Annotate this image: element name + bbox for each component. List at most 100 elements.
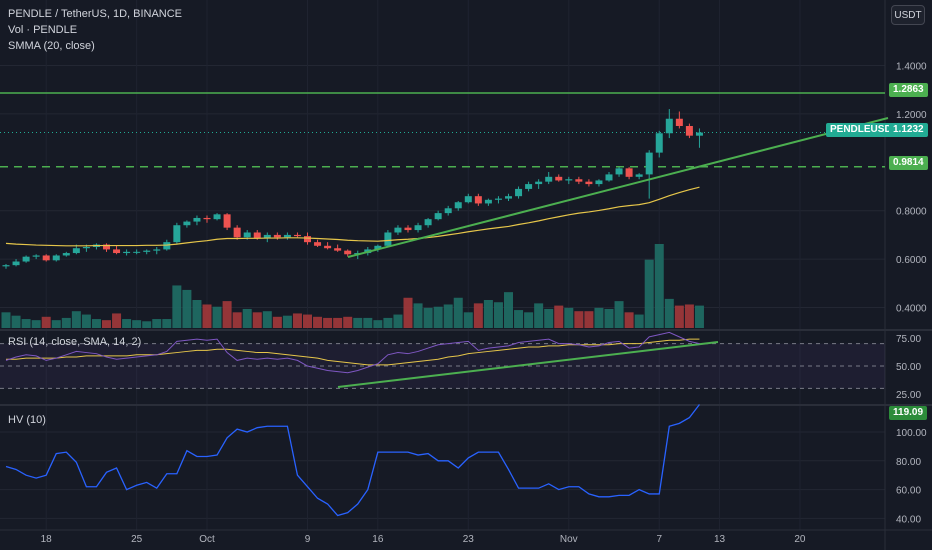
volume-bar <box>152 319 162 328</box>
volume-bar <box>674 305 684 328</box>
volume-bar <box>272 316 282 328</box>
candle-body <box>655 133 663 153</box>
candle-body <box>233 227 241 238</box>
candle-body <box>133 251 141 253</box>
hv-tick-label: 80.00 <box>896 457 921 468</box>
price-tick-label: 0.8000 <box>896 207 927 218</box>
time-tick-label: 18 <box>41 534 53 545</box>
candle-body <box>675 118 683 126</box>
volume-bar <box>142 321 152 328</box>
candle-body <box>12 261 20 266</box>
volume-bar <box>192 300 202 328</box>
hv-legend[interactable]: HV (10) <box>8 414 46 426</box>
current-price-badge: 1.1232 <box>889 123 928 137</box>
price-trendline <box>347 117 889 258</box>
candle-body <box>103 244 110 250</box>
volume-bar <box>282 315 292 328</box>
volume-bar <box>694 305 704 328</box>
candle-body <box>314 242 322 246</box>
candle-body <box>575 179 583 182</box>
volume-bar <box>423 307 433 328</box>
candle-body <box>454 202 462 209</box>
volume-bar <box>544 308 554 328</box>
volume-bar <box>162 319 172 328</box>
candle-body <box>42 255 50 261</box>
price-tick-label: 1.4000 <box>896 62 927 73</box>
volume-bar <box>634 314 644 328</box>
volume-bar <box>504 292 513 328</box>
candle-body <box>665 118 673 134</box>
candle-body <box>484 199 492 204</box>
volume-bar <box>514 310 524 328</box>
volume-bar <box>91 319 101 328</box>
candle-body <box>595 180 603 185</box>
volume-bar <box>242 308 252 328</box>
volume-bar <box>684 304 694 328</box>
candle-body <box>605 174 613 181</box>
volume-bar <box>644 259 654 328</box>
currency-button[interactable]: USDT <box>891 5 925 25</box>
smma-series <box>5 186 700 247</box>
volume-bar <box>292 313 302 328</box>
time-tick-label: 23 <box>463 534 475 545</box>
volume-bar <box>353 317 363 328</box>
candle-body <box>404 227 412 231</box>
trendlines <box>337 117 889 388</box>
candle-body <box>505 196 512 199</box>
candle-body <box>283 234 291 238</box>
candle-body <box>193 217 201 222</box>
candle-body <box>585 181 593 185</box>
candle-body <box>615 168 623 175</box>
rsi-tick-label: 75.00 <box>896 334 921 345</box>
candle-body <box>474 196 482 204</box>
volume-bar <box>51 320 61 328</box>
volume-bar <box>473 303 483 328</box>
volume-bar <box>534 303 544 328</box>
candle-body <box>273 234 281 238</box>
candle-body <box>444 208 452 214</box>
candle-body <box>374 245 382 250</box>
rsi-legend[interactable]: RSI (14, close, SMA, 14, 2) <box>8 336 142 348</box>
time-tick-label: 25 <box>131 534 143 545</box>
rsi-trendline <box>337 341 719 388</box>
volume-bar <box>443 304 453 328</box>
candle-body <box>695 132 703 136</box>
candle-body <box>72 248 80 254</box>
candle-body <box>263 234 271 239</box>
price-tick-label: 1.2000 <box>896 110 927 121</box>
price-tick-label: 0.4000 <box>896 304 927 315</box>
smma-legend[interactable]: SMMA (20, close) <box>8 40 95 52</box>
volume-bar <box>343 316 353 328</box>
volume-bar <box>363 317 373 328</box>
volume-bar <box>252 312 262 328</box>
volume-bar <box>132 320 142 328</box>
volume-legend[interactable]: Vol · PENDLE <box>8 24 78 36</box>
hv-tick-label: 40.00 <box>896 514 921 525</box>
volume-bar <box>21 319 31 328</box>
volume-bar <box>453 297 463 328</box>
candle-body <box>223 214 231 228</box>
candle-body <box>685 126 693 136</box>
candle-body <box>334 248 342 251</box>
candle-body <box>555 176 563 181</box>
volume-bar <box>413 303 423 328</box>
symbol-badge: PENDLEUSDT <box>826 123 902 137</box>
symbol-title: PENDLE / TetherUS, 1D, BINANCE <box>8 8 183 20</box>
volume-bar <box>524 312 534 328</box>
volume-bar <box>554 305 564 328</box>
rsi-ma-line <box>6 338 700 366</box>
candle-body <box>434 213 442 220</box>
volume-bar <box>624 312 634 328</box>
candle-body <box>173 225 181 243</box>
hv-tick-label: 100.00 <box>896 428 927 439</box>
candle-body <box>545 176 553 182</box>
volume-bar <box>564 307 574 328</box>
volume-bar <box>232 312 242 328</box>
volume-bar <box>31 320 41 328</box>
candle-body <box>565 179 573 181</box>
hv-tick-label: 60.00 <box>896 486 921 497</box>
volume-bar <box>81 314 91 328</box>
volume-bar <box>1 312 11 328</box>
volume-bar <box>604 308 614 328</box>
